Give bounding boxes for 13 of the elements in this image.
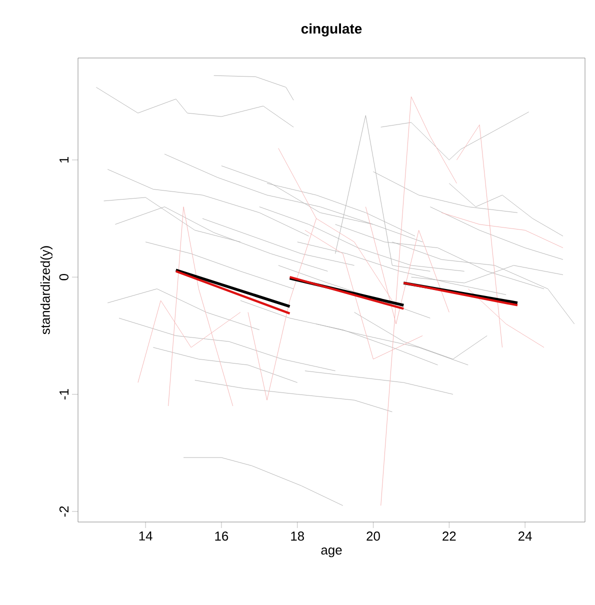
y-axis-title: standardized(y) [40,246,52,334]
y-tick-label: 0 [59,274,68,280]
y-tick-label: 1 [60,156,68,163]
x-tick-label: 22 [442,532,456,541]
x-axis-title: age [321,548,342,558]
x-tick-label: 18 [291,532,304,541]
x-tick-label: 14 [139,532,152,540]
x-tick-label: 16 [215,532,228,541]
y-tick-label: -1 [60,389,68,400]
chart-title: cingulate [301,23,362,36]
y-tick-label: -2 [59,506,68,517]
x-tick-label: 20 [366,532,380,541]
x-tick-label: 24 [518,532,532,541]
